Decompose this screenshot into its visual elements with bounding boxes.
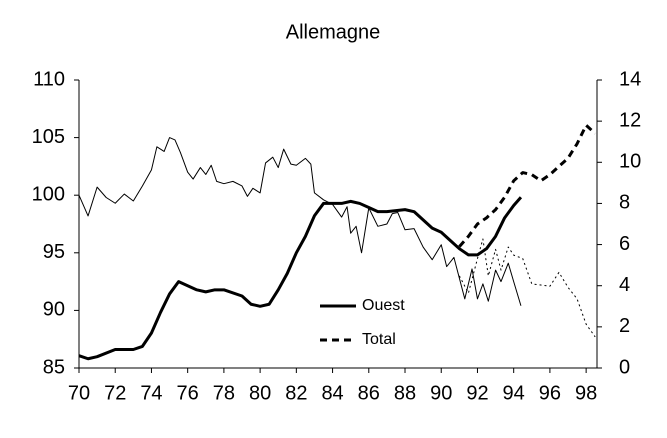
x-tick-label: 78 — [213, 382, 235, 404]
series-line — [458, 238, 596, 338]
legend-label: Ouest — [362, 297, 405, 314]
y-tick-label: 100 — [32, 183, 65, 205]
x-tick-label: 92 — [466, 382, 488, 404]
y2-tick-label: 8 — [619, 192, 630, 214]
x-tick-label: 90 — [430, 382, 452, 404]
y2-tick-label: 0 — [619, 356, 630, 378]
y2-tick-label: 10 — [619, 151, 641, 173]
x-tick-label: 70 — [68, 382, 90, 404]
y2-tick-label: 6 — [619, 233, 630, 255]
y-tick-label: 85 — [43, 356, 65, 378]
y2-tick-label: 2 — [619, 315, 630, 337]
y-tick-label: 95 — [43, 241, 65, 263]
y2-tick-label: 14 — [619, 68, 641, 90]
x-tick-label: 94 — [503, 382, 525, 404]
y2-tick-label: 4 — [619, 274, 630, 296]
x-tick-label: 88 — [394, 382, 416, 404]
x-tick-label: 72 — [104, 382, 126, 404]
x-tick-label: 84 — [321, 382, 343, 404]
chart-title: Allemagne — [286, 21, 381, 43]
x-tick-label: 98 — [575, 382, 597, 404]
legend-label: Total — [362, 331, 396, 348]
x-tick-label: 96 — [539, 382, 561, 404]
x-tick-label: 82 — [285, 382, 307, 404]
y-tick-label: 105 — [32, 126, 65, 148]
x-tick-label: 76 — [177, 382, 199, 404]
y-tick-label: 110 — [33, 68, 65, 90]
x-tick-label: 86 — [358, 382, 380, 404]
y2-tick-label: 12 — [619, 109, 641, 131]
series-line — [78, 196, 523, 361]
series-line — [78, 137, 522, 306]
x-tick-label: 74 — [140, 382, 162, 404]
series-line — [458, 123, 597, 248]
x-tick-label: 80 — [249, 382, 271, 404]
y-tick-label: 90 — [43, 299, 65, 321]
